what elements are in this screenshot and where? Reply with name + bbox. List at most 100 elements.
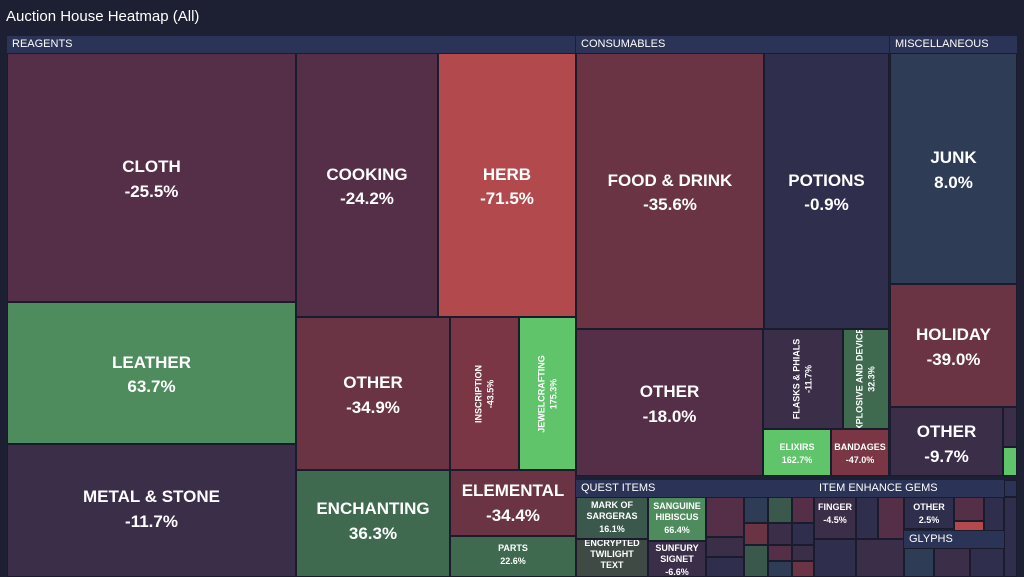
tile-consumables-bandages[interactable]: BANDAGES -47.0%	[831, 429, 889, 476]
tile-consumables-potions[interactable]: POTIONS -0.9%	[764, 53, 889, 329]
tile-quest-item-mosaic-2[interactable]	[792, 497, 814, 523]
tile-consumables-flasks-and-phials[interactable]: FLASKS & PHIALS -11.7%	[763, 329, 843, 429]
tile-value: -6.6%	[665, 566, 689, 577]
tile-label: JEWELCRAFTING	[535, 354, 546, 433]
tile-reagents-cloth[interactable]: CLOTH -25.5%	[7, 53, 296, 302]
tile-label: JUNK	[930, 148, 977, 168]
tile-reagents-inscription[interactable]: INSCRIPTION -43.5%	[450, 317, 519, 470]
tile-label: ENCHANTING	[316, 499, 430, 518]
tile-quest-items-mark-of-sargeras[interactable]: MARK OF SARGERAS 16.1%	[576, 497, 648, 539]
tile-value: -11.7%	[803, 364, 813, 394]
group-header-consumables[interactable]: CONSUMABLES	[576, 36, 889, 53]
tile-quest-item-mosaic-7[interactable]	[768, 545, 792, 561]
tile-gem-small-3[interactable]	[954, 497, 984, 521]
group-header-glyphs[interactable]: GLYPHS	[904, 531, 1004, 548]
tile-consumables-other[interactable]: OTHER -18.0%	[576, 329, 763, 476]
tile-label: FOOD & DRINK	[607, 170, 733, 190]
tile-label: FINGER	[817, 502, 852, 512]
tile-quest-item-mosaic-8[interactable]	[768, 561, 792, 577]
tile-label: HOLIDAY	[916, 325, 991, 345]
tile-reagents-enchanting[interactable]: ENCHANTING 36.3%	[296, 470, 450, 577]
tile-quest-item-mosaic-0[interactable]	[744, 497, 768, 523]
tile-label: OTHER	[639, 382, 700, 402]
tile-label: POTIONS	[788, 170, 865, 190]
tile-value: 63.7%	[127, 377, 176, 397]
tile-consumables-explosive-and-devices[interactable]: EXPLOSIVE AND DEVICES 32.3%	[843, 329, 889, 429]
tile-consumables-food-and-drink[interactable]: FOOD & DRINK -35.6%	[576, 53, 764, 329]
tile-quest-items-sanguine-hibiscus[interactable]: SANGUINE HIBISCUS 66.4%	[648, 497, 706, 541]
tile-reagents-elemental[interactable]: ELEMENTAL -34.4%	[450, 470, 576, 536]
tile-miscellaneous-small-2[interactable]	[1003, 447, 1017, 476]
tile-gem-small-8[interactable]	[1004, 497, 1017, 577]
tile-glyphs-3[interactable]	[970, 548, 1004, 577]
tile-reagents-other[interactable]: OTHER -34.9%	[296, 317, 450, 470]
tile-label: EXPLOSIVE AND DEVICES	[854, 329, 865, 429]
tile-reagents-jewelcrafting[interactable]: JEWELCRAFTING 175.3%	[519, 317, 576, 470]
tile-miscellaneous-junk[interactable]: JUNK 8.0%	[890, 53, 1017, 284]
tile-item-enhance-gems-finger[interactable]: FINGER -4.5%	[814, 497, 856, 539]
tile-value: -34.4%	[486, 505, 540, 525]
tile-label: COOKING	[326, 164, 408, 184]
tile-quest-item-mosaic-10[interactable]	[792, 561, 814, 577]
tile-reagents-herb[interactable]: HERB -71.5%	[438, 53, 576, 317]
tile-value: 2.5%	[918, 515, 940, 526]
tile-reagents-cooking[interactable]: COOKING -24.2%	[296, 53, 438, 317]
group-header-item-enhance-gems[interactable]: ITEM ENHANCE GEMS	[814, 480, 1004, 497]
tile-label: ELEMENTAL	[461, 481, 565, 500]
tile-label: METAL & STONE	[83, 487, 220, 506]
tile-reagents-leather[interactable]: LEATHER 63.7%	[7, 302, 296, 444]
page-title: Auction House Heatmap (All)	[6, 8, 200, 25]
tile-gem-small-1[interactable]	[856, 497, 878, 539]
tile-gem-small-6[interactable]	[814, 539, 856, 577]
tile-miscellaneous-small-1[interactable]	[1003, 407, 1017, 447]
tile-value: -47.0%	[845, 455, 875, 466]
tile-gem-small-4[interactable]	[954, 521, 984, 531]
tile-quest-items-sunfury-signet[interactable]: SUNFURY SIGNET -6.6%	[648, 541, 706, 577]
tile-value: 16.1%	[599, 523, 625, 534]
tile-value: -34.9%	[346, 397, 400, 417]
tile-quest-item-mosaic-6[interactable]	[744, 545, 768, 577]
tile-value: -35.6%	[643, 195, 697, 215]
tile-label: SANGUINE HIBISCUS	[653, 501, 701, 522]
tile-reagents-metal-and-stone[interactable]: METAL & STONE -11.7%	[7, 444, 296, 577]
group-header-miscellaneous[interactable]: MISCELLANEOUS	[890, 36, 1017, 53]
group-header-quest-items[interactable]: QUEST ITEMS	[576, 480, 814, 497]
tile-gem-small-7[interactable]	[856, 539, 904, 577]
tile-quest-item-small-1[interactable]	[706, 537, 744, 557]
tile-small-a[interactable]	[1004, 480, 1017, 497]
tile-value: 32.3%	[866, 366, 876, 392]
tile-gem-small-5[interactable]	[984, 497, 1004, 531]
tile-quest-item-mosaic-9[interactable]	[792, 545, 814, 561]
tile-value: -25.5%	[124, 181, 179, 201]
tile-quest-item-mosaic-5[interactable]	[792, 523, 814, 545]
tile-value: -71.5%	[480, 189, 534, 209]
tile-gem-small-2[interactable]	[878, 497, 904, 539]
tile-label: ENCRYPTED TWILIGHT TEXT	[584, 539, 640, 570]
tile-value: 162.7%	[781, 455, 813, 466]
tile-label: CLOTH	[122, 157, 181, 177]
tile-label: LEATHER	[111, 352, 191, 372]
tile-value: 66.4%	[664, 524, 690, 535]
group-header-reagents[interactable]: REAGENTS	[7, 36, 575, 53]
tile-value: -4.5%	[823, 515, 847, 526]
tile-glyphs-2[interactable]	[934, 548, 970, 577]
tile-value: -0.9%	[804, 195, 849, 215]
tile-miscellaneous-holiday[interactable]: HOLIDAY -39.0%	[890, 284, 1017, 407]
tile-label: BANDAGES	[834, 442, 886, 452]
tile-reagents-parts[interactable]: PARTS 22.6%	[450, 536, 576, 577]
tile-value: -24.2%	[340, 189, 394, 209]
tile-quest-item-small-2[interactable]	[706, 557, 744, 577]
tile-label: MARK OF SARGERAS	[586, 500, 638, 521]
tile-quest-item-mosaic-3[interactable]	[744, 523, 768, 545]
tile-label: OTHER	[916, 422, 977, 441]
tile-consumables-elixirs[interactable]: ELIXIRS 162.7%	[763, 429, 831, 476]
tile-quest-item-mosaic-1[interactable]	[768, 497, 792, 523]
tile-glyphs-1[interactable]	[904, 548, 934, 577]
tile-item-enhance-gems-other[interactable]: OTHER 2.5%	[904, 497, 954, 529]
tile-quest-items-encrypted-twilight-text[interactable]: ENCRYPTED TWILIGHT TEXT	[576, 539, 648, 577]
tile-quest-item-mosaic-4[interactable]	[768, 523, 792, 545]
tile-miscellaneous-other[interactable]: OTHER -9.7%	[890, 407, 1003, 476]
tile-quest-item-relic[interactable]	[706, 497, 744, 537]
tile-value: 22.6%	[500, 556, 526, 567]
